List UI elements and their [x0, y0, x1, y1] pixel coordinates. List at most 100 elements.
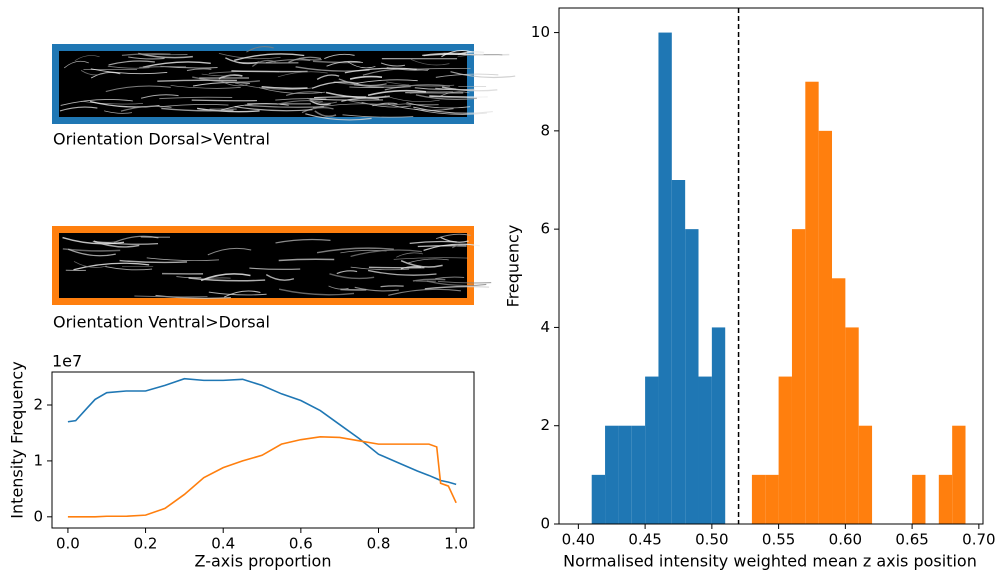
fiber: [380, 285, 404, 288]
y-tick-label: 2: [540, 416, 550, 434]
y-tick-label: 4: [540, 318, 550, 336]
fiber: [400, 260, 443, 268]
fiber: [59, 106, 98, 112]
fiber: [437, 280, 492, 284]
fiber: [410, 59, 450, 66]
fiber: [128, 56, 165, 60]
fiber: [231, 70, 308, 73]
fiber: [139, 66, 187, 69]
fiber: [301, 107, 334, 114]
histogram-bar: [765, 474, 779, 524]
fiber: [191, 99, 258, 102]
y-tick-label: 6: [540, 220, 550, 238]
fiber: [207, 247, 252, 256]
fiber: [258, 87, 326, 95]
fiber: [275, 238, 331, 244]
fiber: [307, 97, 338, 104]
fiber: [234, 53, 305, 61]
y-axis-label: Intensity Frequency: [8, 361, 27, 518]
fiber: [67, 248, 116, 257]
fiber: [276, 99, 323, 106]
x-tick-label: 0.70: [962, 531, 995, 549]
fiber: [367, 269, 437, 276]
axes-frame: [51, 371, 475, 529]
histogram-bar: [845, 327, 859, 524]
fiber: [90, 68, 168, 75]
fiber: [73, 261, 107, 268]
fiber: [119, 259, 188, 264]
fiber: [218, 52, 281, 60]
fiber: [221, 80, 248, 87]
fiber: [249, 267, 301, 270]
x-tick-label: 1.0: [444, 535, 468, 553]
fiber: [312, 60, 361, 64]
fiber: [170, 85, 241, 89]
fiber: [380, 62, 406, 67]
fiber: [80, 100, 144, 105]
fiber: [105, 266, 153, 271]
fiber: [159, 96, 233, 100]
fiber: [422, 53, 484, 57]
x-tick-label: 0.55: [762, 531, 795, 549]
fiber: [309, 99, 331, 106]
fiber: [134, 295, 208, 298]
histogram-bar: [605, 425, 619, 524]
fiber: [107, 65, 150, 69]
fiber: [161, 107, 234, 112]
fiber: [342, 114, 414, 118]
fiber: [367, 89, 427, 97]
fiber: [80, 69, 103, 76]
fiber: [316, 74, 340, 80]
histogram-bar: [618, 425, 632, 524]
fiber: [105, 85, 171, 92]
fiber: [261, 86, 308, 90]
fiber: [220, 103, 289, 111]
line-series: [67, 377, 457, 486]
histogram-bar: [685, 229, 699, 524]
histogram-bar: [711, 327, 726, 524]
fiber: [223, 290, 261, 298]
fiber: [192, 76, 261, 83]
fiber: [435, 276, 465, 279]
histogram-bar: [778, 376, 792, 524]
fiber: [353, 84, 411, 88]
x-tick-label: 0.60: [829, 531, 862, 549]
fiber: [244, 104, 324, 108]
fiber: [441, 49, 473, 58]
fiber: [406, 103, 439, 106]
fiber: [440, 236, 469, 243]
x-tick-label: 0.65: [895, 531, 928, 549]
fiber: [108, 60, 155, 66]
x-tick-label: 0.6: [289, 535, 313, 553]
fiber: [288, 56, 322, 63]
fiber: [201, 73, 234, 77]
histogram-bar: [658, 32, 672, 524]
fiber: [157, 79, 237, 82]
fiber: [429, 95, 488, 98]
fiber: [324, 53, 355, 59]
fiber: [341, 97, 380, 102]
fiber: [93, 240, 140, 248]
fiber: [246, 46, 274, 53]
image-frame: [52, 226, 474, 305]
fiber: [278, 288, 355, 296]
image-caption: Orientation Dorsal>Ventral: [53, 130, 270, 149]
histogram-bar: [645, 376, 659, 524]
x-axis-label: Z-axis proportion: [195, 552, 332, 571]
histogram-bar: [631, 425, 646, 524]
histogram-bar: [952, 425, 966, 524]
fiber: [120, 105, 172, 112]
fiber: [278, 258, 335, 262]
fiber: [388, 288, 461, 296]
fiber: [225, 57, 260, 65]
image-texture: [62, 233, 492, 299]
y-tick-label: 2: [33, 395, 43, 413]
fiber: [413, 106, 493, 114]
fiber: [192, 81, 250, 87]
histogram-bar: [858, 425, 873, 524]
histogram-bar: [791, 229, 806, 524]
axes-frame: [558, 7, 984, 525]
fiber: [435, 233, 471, 240]
histogram-bar: [805, 81, 819, 524]
